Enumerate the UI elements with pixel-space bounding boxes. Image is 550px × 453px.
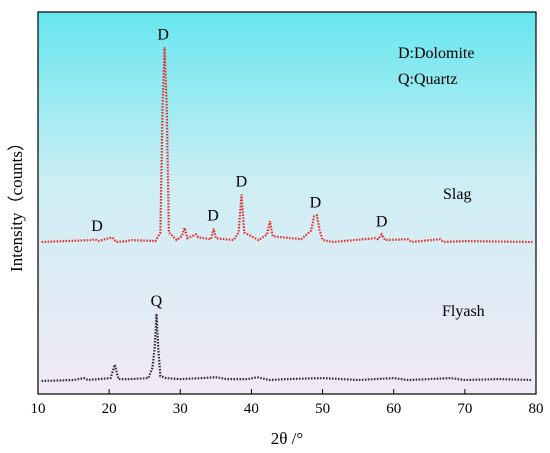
peak-label: D (236, 174, 248, 191)
x-axis-title: 2θ /° (271, 429, 303, 448)
x-tick-label: 40 (244, 401, 259, 417)
peak-label: D (157, 26, 169, 43)
peak-label: D (207, 208, 219, 225)
plot-background (38, 12, 536, 394)
legend-box: D:Dolomite Q:Quartz (398, 45, 474, 88)
x-tick-label: 80 (529, 401, 544, 417)
peak-label: D (376, 213, 388, 230)
legend-line-quartz: Q:Quartz (398, 71, 458, 88)
series-label-slag: Slag (443, 186, 471, 203)
x-tick-label: 10 (31, 401, 46, 417)
peak-label: Q (151, 293, 163, 310)
plot-frame (37, 11, 537, 395)
x-tick-label: 20 (102, 401, 117, 417)
peak-label: D (310, 194, 322, 211)
series-label-flyash: Flyash (442, 303, 485, 320)
series-layer (41, 47, 533, 383)
series-line-slag (41, 47, 533, 244)
x-tick-label: 30 (173, 401, 188, 417)
peak-label: D (91, 218, 103, 235)
x-tick-label: 50 (315, 401, 330, 417)
x-tick-label: 60 (386, 401, 401, 417)
x-tick-label: 70 (457, 401, 472, 417)
y-axis-title: Intensity（counts） (7, 134, 26, 272)
x-axis-ticks: 10 20 30 40 50 60 70 80 (31, 389, 544, 417)
legend-line-dolomite: D:Dolomite (398, 45, 474, 62)
